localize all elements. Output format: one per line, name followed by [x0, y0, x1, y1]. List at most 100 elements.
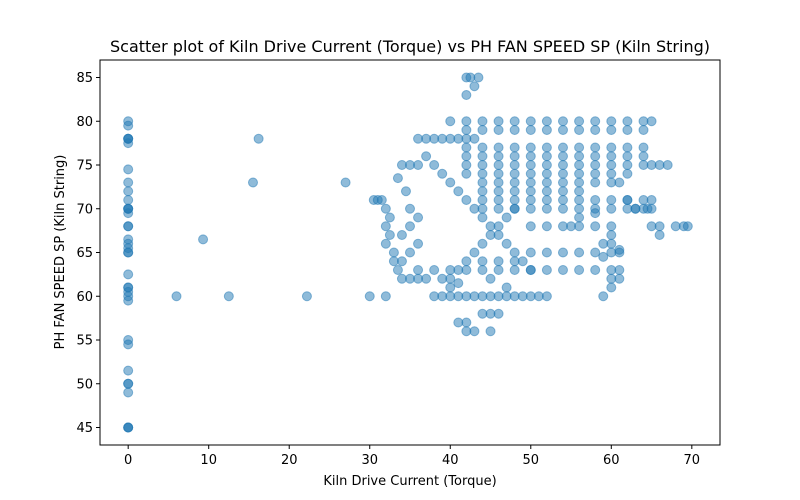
data-point — [574, 142, 585, 153]
y-tick-label: 55 — [76, 334, 93, 349]
data-point — [461, 90, 472, 100]
data-point — [574, 186, 585, 197]
x-tick-label: 50 — [523, 453, 540, 468]
data-point — [557, 186, 568, 197]
data-point — [380, 291, 391, 302]
data-point — [493, 265, 504, 275]
data-point — [123, 133, 134, 144]
data-point — [541, 160, 552, 170]
data-point — [413, 212, 424, 223]
data-point — [574, 203, 585, 214]
data-point — [469, 247, 480, 258]
data-point — [384, 212, 395, 223]
data-point — [461, 265, 472, 275]
data-point — [461, 125, 472, 135]
x-tick-label: 70 — [684, 453, 701, 468]
data-point — [509, 151, 520, 162]
data-point — [413, 160, 424, 170]
data-point — [557, 168, 568, 179]
data-point — [453, 278, 464, 289]
data-point — [574, 160, 585, 170]
data-point — [477, 195, 488, 205]
data-point — [525, 160, 536, 170]
data-point — [493, 195, 504, 205]
data-point — [477, 142, 488, 153]
data-point — [525, 177, 536, 188]
data-point — [525, 195, 536, 205]
data-point — [525, 125, 536, 135]
y-axis-label: PH FAN SPEED SP (Kiln String) — [53, 155, 68, 350]
data-point — [525, 186, 536, 197]
data-point — [574, 116, 585, 127]
data-point — [509, 186, 520, 197]
data-point — [123, 221, 134, 232]
data-point — [493, 308, 504, 319]
data-point — [405, 203, 415, 214]
y-tick-label: 85 — [76, 71, 93, 86]
data-point — [405, 247, 415, 258]
data-point — [574, 212, 585, 223]
data-point — [477, 238, 488, 249]
data-point — [493, 125, 504, 135]
data-point — [477, 160, 488, 170]
data-point — [614, 177, 625, 188]
data-point — [469, 81, 480, 92]
data-point — [247, 177, 258, 188]
data-point — [590, 195, 601, 205]
data-point — [445, 116, 456, 127]
data-point — [461, 317, 472, 328]
chart-title: Scatter plot of Kiln Drive Current (Torq… — [110, 37, 710, 56]
data-point — [405, 221, 415, 232]
data-point — [590, 168, 601, 179]
data-point — [541, 186, 552, 197]
data-point — [541, 116, 552, 127]
data-point — [598, 291, 609, 302]
x-tick-label: 40 — [442, 453, 459, 468]
data-point — [485, 326, 496, 337]
y-tick-label: 80 — [76, 115, 93, 130]
data-point — [525, 265, 536, 275]
data-point — [123, 422, 134, 433]
data-point — [614, 273, 625, 284]
data-point — [638, 125, 649, 135]
data-point — [477, 203, 488, 214]
data-point — [392, 265, 403, 275]
data-point — [557, 203, 568, 214]
data-point — [477, 151, 488, 162]
data-point — [493, 151, 504, 162]
data-point — [301, 291, 312, 302]
data-point — [574, 151, 585, 162]
data-point — [525, 116, 536, 127]
y-axis: 45 50 55 60 65 70 75 80 85 — [76, 71, 100, 436]
data-point — [606, 221, 617, 232]
data-point — [541, 291, 552, 302]
data-point — [396, 256, 407, 267]
data-point — [501, 238, 512, 249]
data-point — [638, 151, 649, 162]
data-point — [509, 125, 520, 135]
data-point — [557, 265, 568, 275]
data-point — [606, 116, 617, 127]
data-point — [461, 151, 472, 162]
data-point — [461, 168, 472, 179]
data-point — [509, 247, 520, 258]
data-point — [445, 282, 456, 293]
data-point — [388, 247, 399, 258]
data-point — [557, 151, 568, 162]
data-point — [123, 177, 134, 188]
data-point — [123, 335, 134, 345]
data-point — [392, 173, 403, 184]
x-tick-label: 10 — [200, 453, 217, 468]
data-point — [461, 142, 472, 153]
data-point — [606, 125, 617, 135]
data-point — [477, 265, 488, 275]
data-point — [590, 160, 601, 170]
data-point — [380, 221, 391, 232]
data-point — [501, 212, 512, 223]
data-point — [590, 142, 601, 153]
data-point — [485, 230, 496, 240]
data-point — [614, 265, 625, 275]
data-point — [477, 125, 488, 135]
data-point — [682, 221, 693, 232]
data-point — [123, 378, 134, 389]
